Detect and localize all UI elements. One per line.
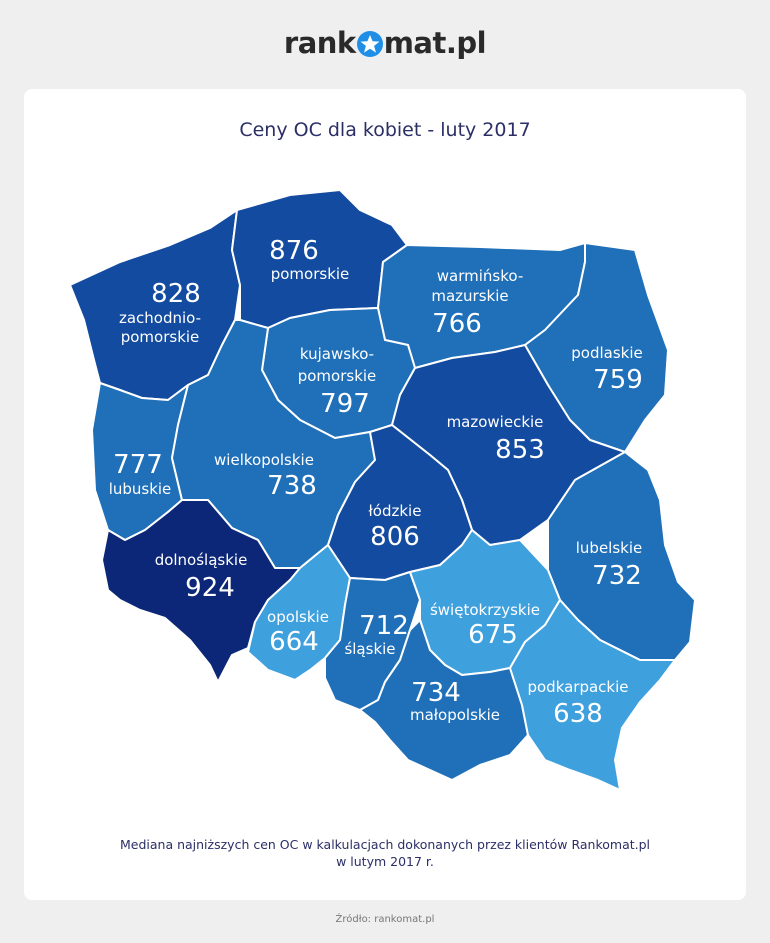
- name-swietokrzyskie: świętokrzyskie: [430, 601, 540, 619]
- name-warminsko-1: warmińsko-: [437, 267, 523, 285]
- labels-malopolskie: 734 małopolskie: [410, 678, 500, 724]
- labels-opolskie: opolskie 664: [267, 608, 329, 657]
- caption-line-1: Mediana najniższych cen OC w kalkulacjac…: [119, 837, 651, 852]
- map-caption: Mediana najniższych cen OC w kalkulacjac…: [24, 836, 746, 870]
- region-malopolskie[interactable]: [359, 619, 529, 781]
- labels-lubelskie: lubelskie 732: [576, 539, 643, 591]
- labels-wielkopolskie: wielkopolskie 738: [214, 451, 317, 501]
- map-title: Ceny OC dla kobiet - luty 2017: [239, 119, 531, 141]
- name-lodzkie: łódzkie: [369, 502, 422, 520]
- name-wielkopolskie: wielkopolskie: [214, 451, 314, 469]
- name-lubelskie: lubelskie: [576, 539, 643, 557]
- name-podlaskie: podlaskie: [571, 344, 642, 362]
- rankomat-logo: rank mat.pl: [0, 26, 770, 60]
- value-slaskie: 712: [359, 611, 409, 641]
- name-kujawsko-1: kujawsko-: [300, 345, 374, 363]
- name-dolnoslaskie: dolnośląskie: [155, 551, 248, 569]
- value-lodzkie: 806: [370, 522, 420, 552]
- value-opolskie: 664: [269, 627, 319, 657]
- value-kujawsko: 797: [320, 389, 370, 419]
- labels-mazowieckie: mazowieckie 853: [447, 413, 545, 465]
- labels-pomorskie: 876 pomorskie: [269, 236, 349, 283]
- name-lubuskie: lubuskie: [109, 480, 172, 498]
- labels-warminsko: warmińsko- mazurskie 766: [431, 267, 523, 339]
- labels-podlaskie: podlaskie 759: [571, 344, 643, 395]
- region-podkarpackie[interactable]: [509, 599, 676, 791]
- star-icon: [356, 31, 383, 57]
- labels-kujawsko: kujawsko- pomorskie 797: [298, 345, 377, 419]
- logo-text-start: rank: [283, 26, 356, 60]
- source-note: Źródło: rankomat.pl: [335, 914, 435, 925]
- logo-text-end: mat.pl: [383, 26, 487, 60]
- value-warminsko: 766: [432, 309, 482, 339]
- name-malopolskie: małopolskie: [410, 706, 500, 724]
- labels-podkarpackie: podkarpackie 638: [527, 678, 628, 729]
- labels-lubuskie: 777 lubuskie: [109, 450, 172, 498]
- name-opolskie: opolskie: [267, 608, 329, 626]
- value-lubuskie: 777: [113, 450, 163, 480]
- name-slaskie: śląskie: [344, 640, 395, 658]
- value-podlaskie: 759: [593, 365, 643, 395]
- name-zachodniopomorskie-2: pomorskie: [121, 328, 200, 346]
- name-zachodniopomorskie-1: zachodnio-: [119, 309, 201, 327]
- value-swietokrzyskie: 675: [468, 620, 518, 650]
- labels-slaskie: 712 śląskie: [344, 611, 408, 658]
- value-mazowieckie: 853: [495, 435, 545, 465]
- value-dolnoslaskie: 924: [185, 573, 235, 603]
- caption-line-2: w lutym 2017 r.: [336, 854, 434, 869]
- value-malopolskie: 734: [411, 678, 461, 708]
- name-warminsko-2: mazurskie: [431, 287, 508, 305]
- name-podkarpackie: podkarpackie: [527, 678, 628, 696]
- labels-swietokrzyskie: świętokrzyskie 675: [430, 601, 540, 650]
- labels-dolnoslaskie: dolnośląskie 924: [155, 551, 248, 603]
- value-zachodniopomorskie: 828: [151, 279, 201, 309]
- labels-zachodniopomorskie: 828 zachodnio- pomorskie: [119, 279, 201, 346]
- value-wielkopolskie: 738: [267, 471, 317, 501]
- name-kujawsko-2: pomorskie: [298, 367, 377, 385]
- value-podkarpackie: 638: [553, 699, 603, 729]
- labels-lodzkie: łódzkie 806: [369, 502, 422, 552]
- name-pomorskie: pomorskie: [271, 265, 350, 283]
- value-pomorskie: 876: [269, 236, 319, 266]
- name-mazowieckie: mazowieckie: [447, 413, 544, 431]
- value-lubelskie: 732: [592, 561, 642, 591]
